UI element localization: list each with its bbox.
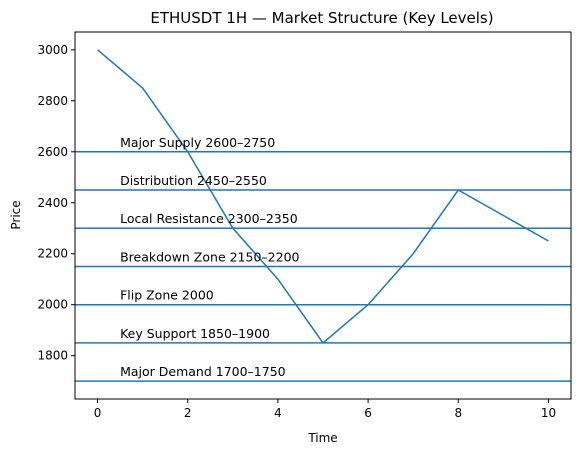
- y-axis-label: Price: [9, 200, 23, 229]
- x-tick-label: 8: [454, 406, 462, 420]
- chart-title: ETHUSDT 1H — Market Structure (Key Level…: [150, 9, 493, 27]
- level-label: Local Resistance 2300–2350: [120, 211, 298, 226]
- y-tick-label: 2400: [37, 196, 68, 210]
- x-tick-label: 2: [184, 406, 192, 420]
- level-labels: Major Supply 2600–2750 Distribution 2450–…: [120, 135, 299, 379]
- y-tick-label: 2600: [37, 145, 68, 159]
- y-tick-label: 3000: [37, 43, 68, 57]
- y-tick-label: 2800: [37, 94, 68, 108]
- plot-area: [75, 32, 571, 399]
- level-label: Major Supply 2600–2750: [120, 135, 275, 150]
- price-line: [97, 49, 549, 344]
- level-label: Distribution 2450–2550: [120, 173, 267, 188]
- level-label: Flip Zone 2000: [120, 288, 214, 303]
- level-label: Breakdown Zone 2150–2200: [120, 249, 299, 264]
- price-series: [97, 49, 549, 344]
- y-tick-label: 2000: [37, 298, 68, 312]
- x-axis-label: Time: [307, 431, 337, 445]
- y-tick-label: 1800: [37, 349, 68, 363]
- level-label: Major Demand 1700–1750: [120, 364, 286, 379]
- x-tick-label: 6: [364, 406, 372, 420]
- level-label: Key Support 1850–1900: [120, 326, 270, 341]
- plot-frame: [74, 31, 572, 400]
- x-tick-label: 10: [541, 406, 556, 420]
- x-tick-label: 0: [94, 406, 102, 420]
- y-axis: 1800 2000 2200 2400 2600 2800 3000: [37, 43, 75, 363]
- x-tick-label: 4: [274, 406, 282, 420]
- y-tick-label: 2200: [37, 247, 68, 261]
- x-axis: 0 2 4 6 8 10: [94, 399, 556, 420]
